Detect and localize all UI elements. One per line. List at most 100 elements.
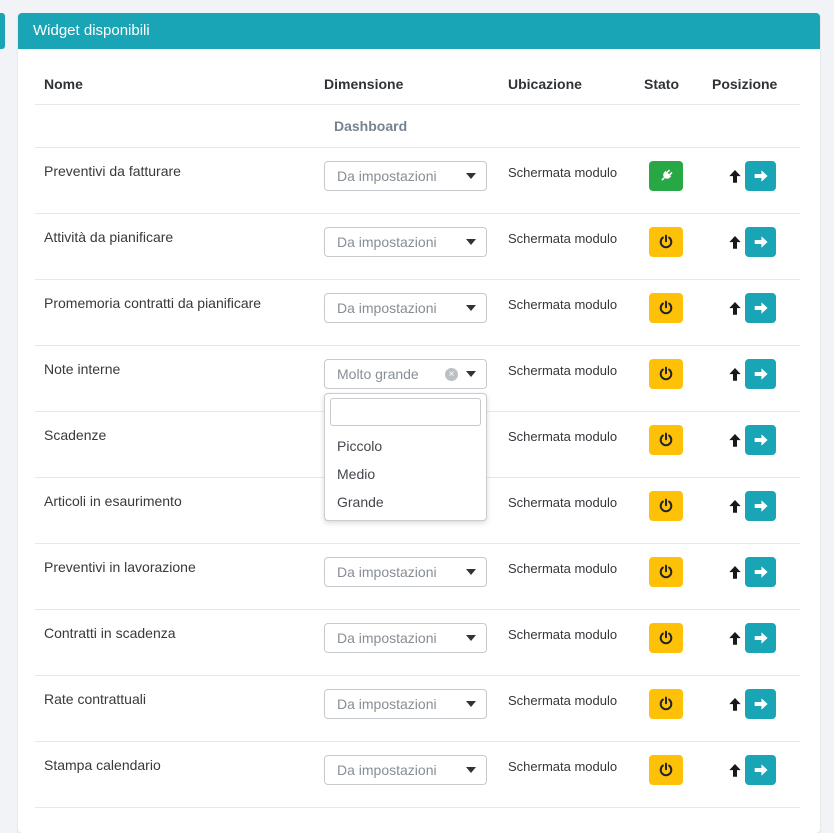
chevron-down-icon [466, 305, 476, 311]
clear-selection-icon[interactable]: × [445, 367, 458, 381]
arrow-right-icon [754, 169, 768, 183]
power-icon [658, 630, 674, 646]
widget-location: Schermata modulo [508, 231, 618, 246]
widget-row: Promemoria contratti da pianificare Da i… [35, 280, 800, 346]
dropdown-option[interactable]: Piccolo [337, 438, 383, 454]
status-toggle-button[interactable] [649, 623, 683, 653]
move-widget-button[interactable] [745, 491, 776, 521]
adjacent-panel-edge [0, 13, 5, 49]
move-up-button[interactable] [728, 432, 742, 448]
size-select[interactable]: Da impostazioni [324, 161, 487, 191]
widget-row: Contratti in scadenza Da impostazioni Sc… [35, 610, 800, 676]
move-widget-button[interactable] [745, 689, 776, 719]
column-header-ubicazione: Ubicazione [508, 76, 582, 92]
arrow-right-icon [754, 697, 768, 711]
chevron-down-icon [466, 767, 476, 773]
dropdown-option[interactable]: Grande [337, 494, 384, 510]
chevron-down-icon [466, 701, 476, 707]
size-select[interactable]: Molto grande × [324, 359, 487, 389]
move-widget-button[interactable] [745, 359, 776, 389]
widgets-table: Nome Dimensione Ubicazione Stato Posizio… [35, 49, 800, 808]
size-select-value: Da impostazioni [337, 168, 437, 184]
move-up-button[interactable] [728, 234, 742, 250]
size-select[interactable]: Da impostazioni [324, 689, 487, 719]
power-icon [658, 696, 674, 712]
arrow-up-icon [728, 301, 742, 316]
move-widget-button[interactable] [745, 755, 776, 785]
widget-name: Stampa calendario [44, 757, 161, 773]
move-widget-button[interactable] [745, 161, 776, 191]
widget-name: Rate contrattuali [44, 691, 146, 707]
widget-name: Contratti in scadenza [44, 625, 176, 641]
power-icon [658, 366, 674, 382]
size-select-value: Da impostazioni [337, 564, 437, 580]
dropdown-options: Piccolo Medio Grande [325, 430, 486, 516]
move-up-button[interactable] [728, 696, 742, 712]
dropdown-option[interactable]: Medio [337, 466, 376, 482]
status-toggle-button[interactable] [649, 557, 683, 587]
table-header-row: Nome Dimensione Ubicazione Stato Posizio… [35, 49, 800, 105]
move-widget-button[interactable] [745, 623, 776, 653]
power-icon [658, 498, 674, 514]
power-icon [658, 432, 674, 448]
column-header-dimensione: Dimensione [324, 76, 404, 92]
size-select-value: Da impostazioni [337, 234, 437, 250]
panel-title: Widget disponibili [33, 22, 150, 39]
move-widget-button[interactable] [745, 227, 776, 257]
move-widget-button[interactable] [745, 557, 776, 587]
column-header-posizione: Posizione [712, 76, 778, 92]
chevron-down-icon [466, 173, 476, 179]
widget-row: Rate contrattuali Da impostazioni Scherm… [35, 676, 800, 742]
widget-location: Schermata modulo [508, 165, 618, 180]
move-widget-button[interactable] [745, 425, 776, 455]
chevron-down-icon [466, 239, 476, 245]
status-toggle-button[interactable] [649, 359, 683, 389]
widget-location: Schermata modulo [508, 363, 618, 378]
widgets-panel: Widget disponibili Nome Dimensione Ubica… [18, 13, 820, 833]
status-toggle-button[interactable] [649, 491, 683, 521]
plug-icon [658, 168, 674, 184]
size-select[interactable]: Da impostazioni [324, 623, 487, 653]
status-toggle-button[interactable] [649, 227, 683, 257]
column-header-nome: Nome [44, 76, 83, 92]
status-toggle-button[interactable] [649, 161, 683, 191]
move-up-button[interactable] [728, 300, 742, 316]
widget-location: Schermata modulo [508, 759, 618, 774]
size-select-value: Da impostazioni [337, 696, 437, 712]
arrow-up-icon [728, 499, 742, 514]
move-up-button[interactable] [728, 366, 742, 382]
size-select-value: Da impostazioni [337, 762, 437, 778]
move-up-button[interactable] [728, 168, 742, 184]
size-select-value: Da impostazioni [337, 300, 437, 316]
move-widget-button[interactable] [745, 293, 776, 323]
move-up-button[interactable] [728, 564, 742, 580]
status-toggle-button[interactable] [649, 293, 683, 323]
move-up-button[interactable] [728, 630, 742, 646]
size-select[interactable]: Da impostazioni [324, 557, 487, 587]
chevron-down-icon [466, 635, 476, 641]
size-select[interactable]: Da impostazioni [324, 755, 487, 785]
move-up-button[interactable] [728, 498, 742, 514]
status-toggle-button[interactable] [649, 425, 683, 455]
status-toggle-button[interactable] [649, 755, 683, 785]
widget-name: Articoli in esaurimento [44, 493, 182, 509]
chevron-down-icon [466, 569, 476, 575]
widget-name: Scadenze [44, 427, 107, 443]
move-up-button[interactable] [728, 762, 742, 778]
power-icon [658, 564, 674, 580]
power-icon [658, 762, 674, 778]
power-icon [658, 300, 674, 316]
size-dropdown-panel: Piccolo Medio Grande [324, 393, 487, 521]
arrow-up-icon [728, 169, 742, 184]
widget-name: Promemoria contratti da pianificare [44, 295, 262, 311]
widget-location: Schermata modulo [508, 693, 618, 708]
size-select[interactable]: Da impostazioni [324, 227, 487, 257]
arrow-right-icon [754, 763, 768, 777]
widget-name: Attività da pianificare [44, 229, 174, 245]
dropdown-search-input[interactable] [330, 398, 481, 426]
widget-location: Schermata modulo [508, 627, 618, 642]
widget-location: Schermata modulo [508, 495, 618, 510]
status-toggle-button[interactable] [649, 689, 683, 719]
size-select[interactable]: Da impostazioni [324, 293, 487, 323]
arrow-up-icon [728, 697, 742, 712]
